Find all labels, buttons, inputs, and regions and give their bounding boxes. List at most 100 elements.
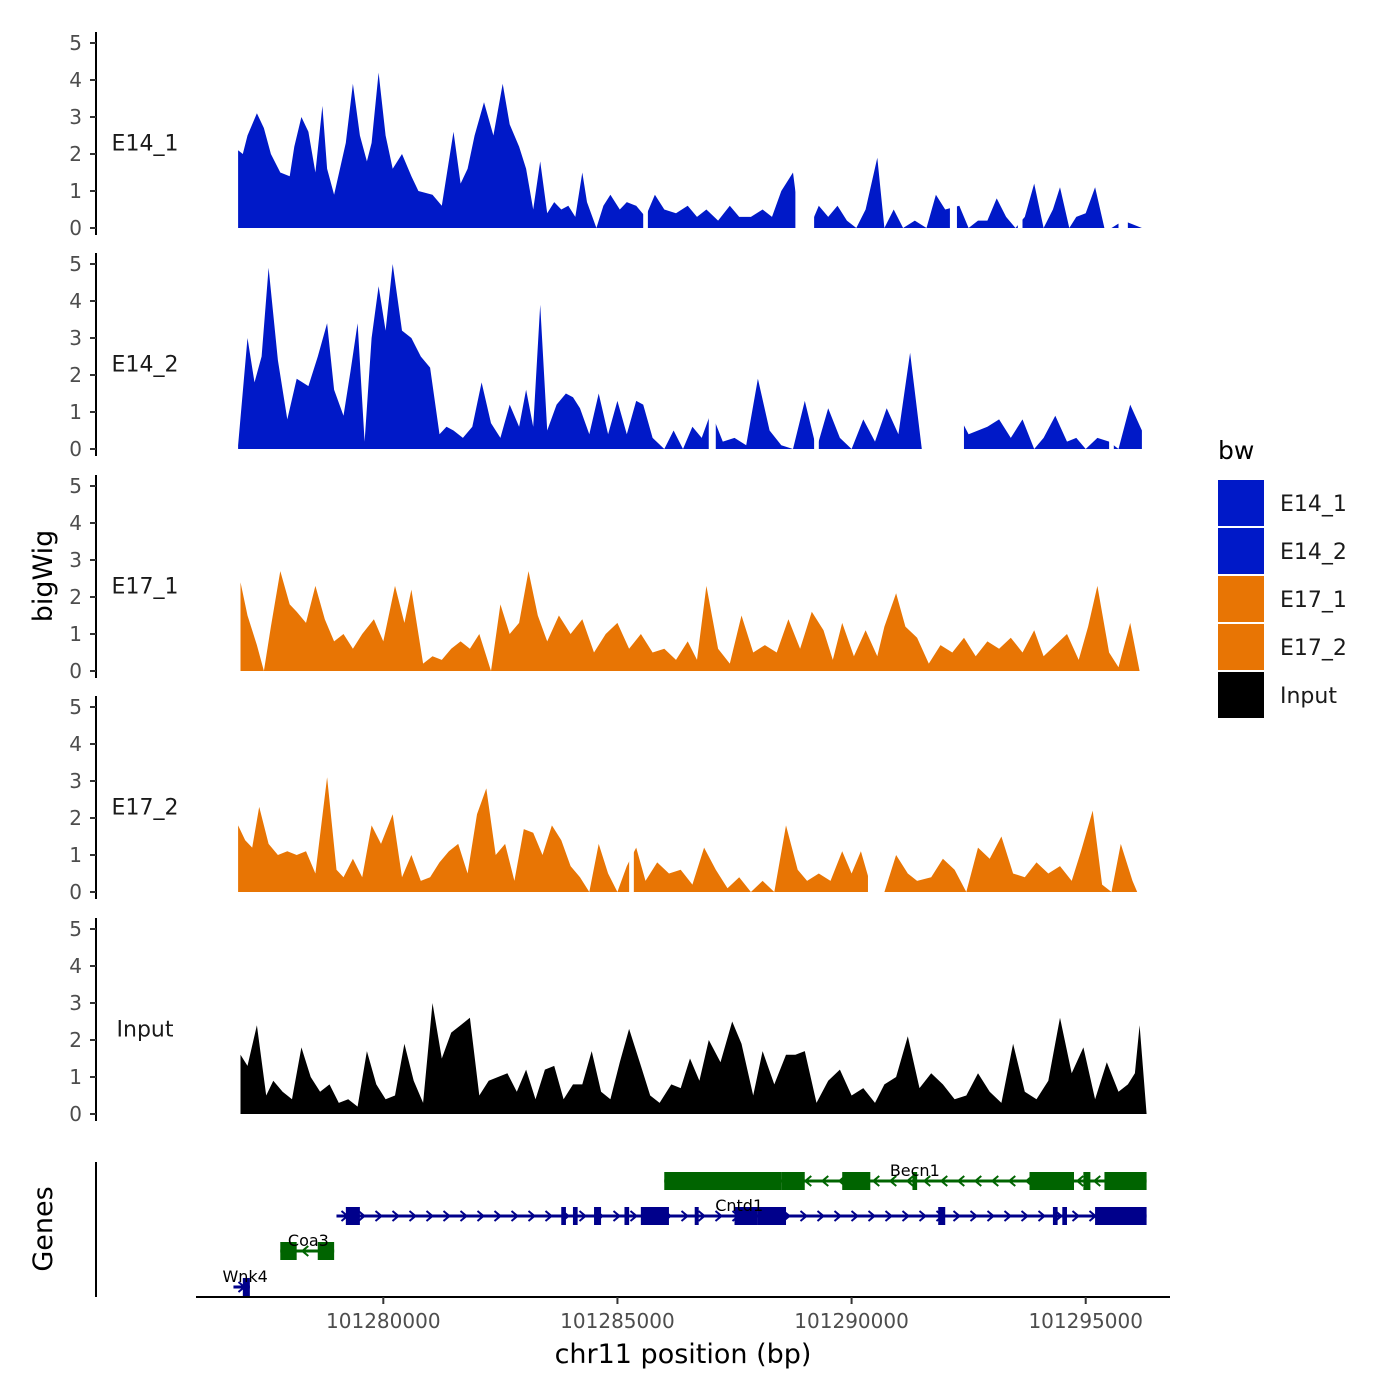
gene-wnk4 (233, 1278, 250, 1296)
y-tick-label: 4 (69, 289, 82, 313)
strand-arrow (391, 1210, 401, 1222)
strand-arrow (714, 1210, 724, 1222)
strand-arrow (986, 1210, 996, 1222)
gene-exon (1029, 1172, 1075, 1190)
strand-arrow (973, 1175, 982, 1187)
gene-exon (561, 1207, 566, 1225)
strand-arrow (612, 1210, 622, 1222)
gene-cntd1 (336, 1207, 1147, 1225)
y-axis-title: bigWig (28, 530, 59, 623)
gene-label: Wnk4 (222, 1267, 267, 1286)
coverage-gap (795, 31, 815, 230)
y-tick-label: 5 (69, 917, 82, 941)
strand-arrow (956, 1175, 965, 1187)
gene-exon (242, 1278, 250, 1296)
gene-label: Cntd1 (715, 1196, 763, 1215)
strand-arrow (799, 1210, 809, 1222)
x-tick-label: 101295000 (1028, 1309, 1143, 1333)
strand-arrow (374, 1210, 384, 1222)
y-tick-label: 2 (69, 585, 82, 609)
gene-exon (1083, 1172, 1091, 1190)
legend-title: bw (1218, 436, 1254, 465)
strand-arrow (990, 1175, 999, 1187)
strand-arrow (510, 1210, 520, 1222)
strand-arrow (1075, 1175, 1084, 1187)
y-tick-label: 3 (69, 769, 82, 793)
strand-arrow (1020, 1210, 1030, 1222)
strand-arrow (952, 1210, 962, 1222)
strand-arrow (476, 1210, 486, 1222)
strand-arrow (357, 1210, 367, 1222)
y-tick-label: 5 (69, 252, 82, 276)
y-tick-label: 2 (69, 142, 82, 166)
track-e17-1: 0 1 2 3 4 5 E17_1 (69, 474, 1147, 683)
strand-arrow (629, 1210, 639, 1222)
gene-exon (572, 1207, 578, 1225)
y-tick-label: 1 (69, 400, 82, 424)
y-tick-label: 4 (69, 954, 82, 978)
strand-arrow (1003, 1210, 1013, 1222)
strand-arrow (527, 1210, 537, 1222)
y-tick-label: 1 (69, 843, 82, 867)
genes-panel: Becn1 Cntd1 Coa3 Wnk4 (95, 1161, 1147, 1297)
legend-key (1218, 480, 1264, 526)
strand-arrow (871, 1175, 880, 1187)
gene-exon (938, 1207, 946, 1225)
y-tick-label: 4 (69, 732, 82, 756)
coverage-gap (629, 695, 634, 894)
track-label: E14_1 (112, 132, 179, 157)
legend-key (1218, 672, 1264, 718)
coverage-gap (949, 31, 957, 230)
strand-arrow (833, 1210, 843, 1222)
y-tick-label: 3 (69, 326, 82, 350)
gene-exon (757, 1207, 787, 1225)
strand-arrow (969, 1210, 979, 1222)
y-tick-label: 5 (69, 695, 82, 719)
gene-exon (781, 1172, 805, 1190)
coverage-gap (867, 695, 883, 894)
legend-label: E17_1 (1280, 588, 1347, 613)
strand-arrow (888, 1175, 897, 1187)
y-tick-label: 0 (69, 216, 82, 240)
strand-arrow (680, 1210, 690, 1222)
track-label: Input (117, 1018, 174, 1043)
gene-exon (317, 1242, 335, 1260)
strand-arrow (544, 1210, 554, 1222)
strand-arrow (905, 1175, 914, 1187)
gene-exon (624, 1207, 630, 1225)
y-tick-label: 3 (69, 991, 82, 1015)
x-axis: 101280000 101285000 101290000 101295000 (196, 1296, 1170, 1333)
gene-exon (694, 1207, 699, 1225)
gene-exon (734, 1207, 758, 1225)
strand-arrow (300, 1245, 309, 1257)
gene-label: Becn1 (890, 1161, 940, 1180)
gene-exon (1095, 1207, 1147, 1225)
gene-exon (280, 1242, 297, 1260)
strand-arrow (918, 1210, 928, 1222)
x-tick-label: 101290000 (794, 1309, 909, 1333)
coverage-area (240, 1003, 1147, 1114)
strand-arrow (901, 1210, 911, 1222)
gene-becn1 (664, 1172, 1147, 1190)
coverage-area (240, 571, 1147, 671)
strand-arrow (1071, 1210, 1081, 1222)
genes-axis-title: Genes (28, 1186, 59, 1271)
y-tick-label: 0 (69, 437, 82, 461)
track-label: E17_2 (112, 796, 179, 821)
strand-arrow (850, 1210, 860, 1222)
x-tick-label: 101280000 (326, 1309, 441, 1333)
strand-arrow (425, 1210, 435, 1222)
y-tick-label: 4 (69, 511, 82, 535)
track-e14-1: 0 1 2 3 4 5 E14_1 (69, 31, 1142, 240)
legend-label: E14_2 (1280, 540, 1347, 565)
strand-arrow (408, 1210, 418, 1222)
strand-arrow (884, 1210, 894, 1222)
gene-exon (912, 1172, 918, 1190)
track-e14-2: 0 1 2 3 4 5 E14_2 (69, 252, 1142, 461)
y-tick-label: 4 (69, 68, 82, 92)
legend-label: E14_1 (1280, 492, 1347, 517)
strand-arrow (578, 1210, 588, 1222)
strand-arrow (1092, 1175, 1101, 1187)
coverage-gap (814, 252, 819, 451)
